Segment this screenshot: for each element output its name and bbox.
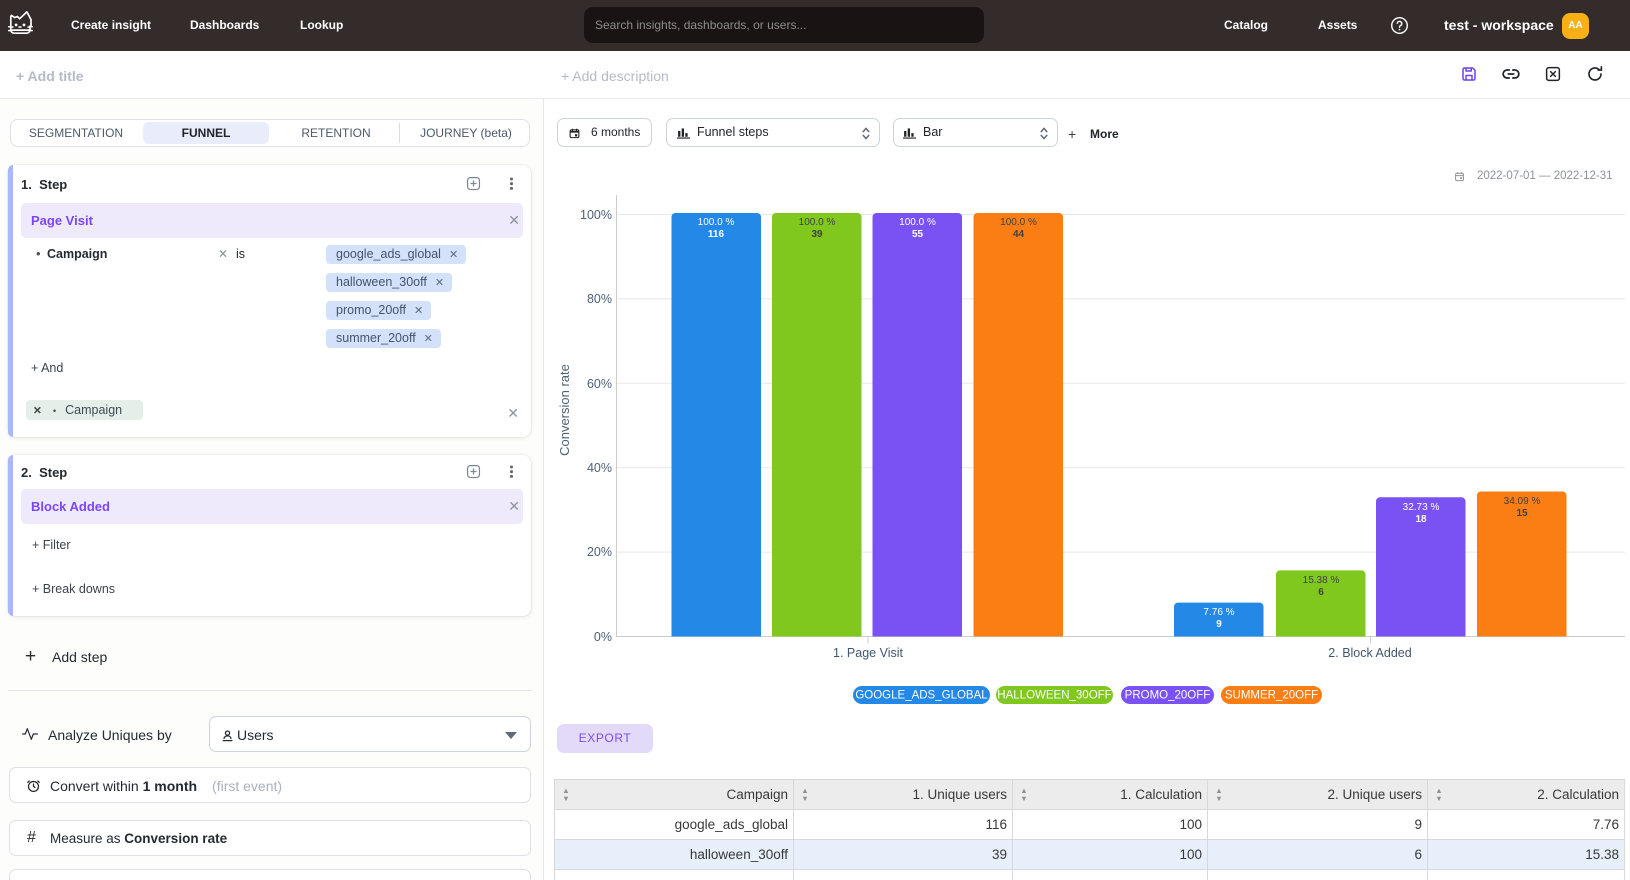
svg-text:GOOGLE_ADS_GLOBAL: GOOGLE_ADS_GLOBAL xyxy=(855,690,988,702)
svg-text:116: 116 xyxy=(708,229,725,240)
svg-text:18: 18 xyxy=(1415,514,1427,525)
svg-text:39: 39 xyxy=(811,229,823,240)
svg-text:100.0 %: 100.0 % xyxy=(799,217,836,228)
svg-text:40%: 40% xyxy=(587,461,612,475)
svg-text:6: 6 xyxy=(1318,587,1324,598)
svg-text:7.76 %: 7.76 % xyxy=(1203,607,1234,618)
svg-text:34.09 %: 34.09 % xyxy=(1504,496,1541,507)
svg-text:15: 15 xyxy=(1516,508,1528,519)
svg-text:80%: 80% xyxy=(587,292,612,306)
svg-text:PROMO_20OFF: PROMO_20OFF xyxy=(1125,690,1211,702)
svg-text:Conversion rate: Conversion rate xyxy=(557,364,572,456)
svg-text:60%: 60% xyxy=(587,377,612,391)
svg-text:15.38 %: 15.38 % xyxy=(1303,575,1340,586)
svg-text:SUMMER_20OFF: SUMMER_20OFF xyxy=(1225,690,1318,702)
svg-text:100.0 %: 100.0 % xyxy=(899,217,936,228)
svg-text:2. Block Added: 2. Block Added xyxy=(1328,646,1411,660)
svg-text:32.73 %: 32.73 % xyxy=(1403,502,1440,513)
svg-text:44: 44 xyxy=(1013,229,1025,240)
svg-text:100.0 %: 100.0 % xyxy=(1000,217,1037,228)
svg-text:0%: 0% xyxy=(594,630,612,644)
svg-text:1. Page Visit: 1. Page Visit xyxy=(833,646,903,660)
svg-text:20%: 20% xyxy=(587,545,612,559)
svg-text:HALLOWEEN_30OFF: HALLOWEEN_30OFF xyxy=(997,690,1111,702)
svg-text:9: 9 xyxy=(1216,619,1222,630)
svg-text:100.0 %: 100.0 % xyxy=(698,217,735,228)
svg-text:100%: 100% xyxy=(580,208,612,222)
svg-text:55: 55 xyxy=(912,229,924,240)
